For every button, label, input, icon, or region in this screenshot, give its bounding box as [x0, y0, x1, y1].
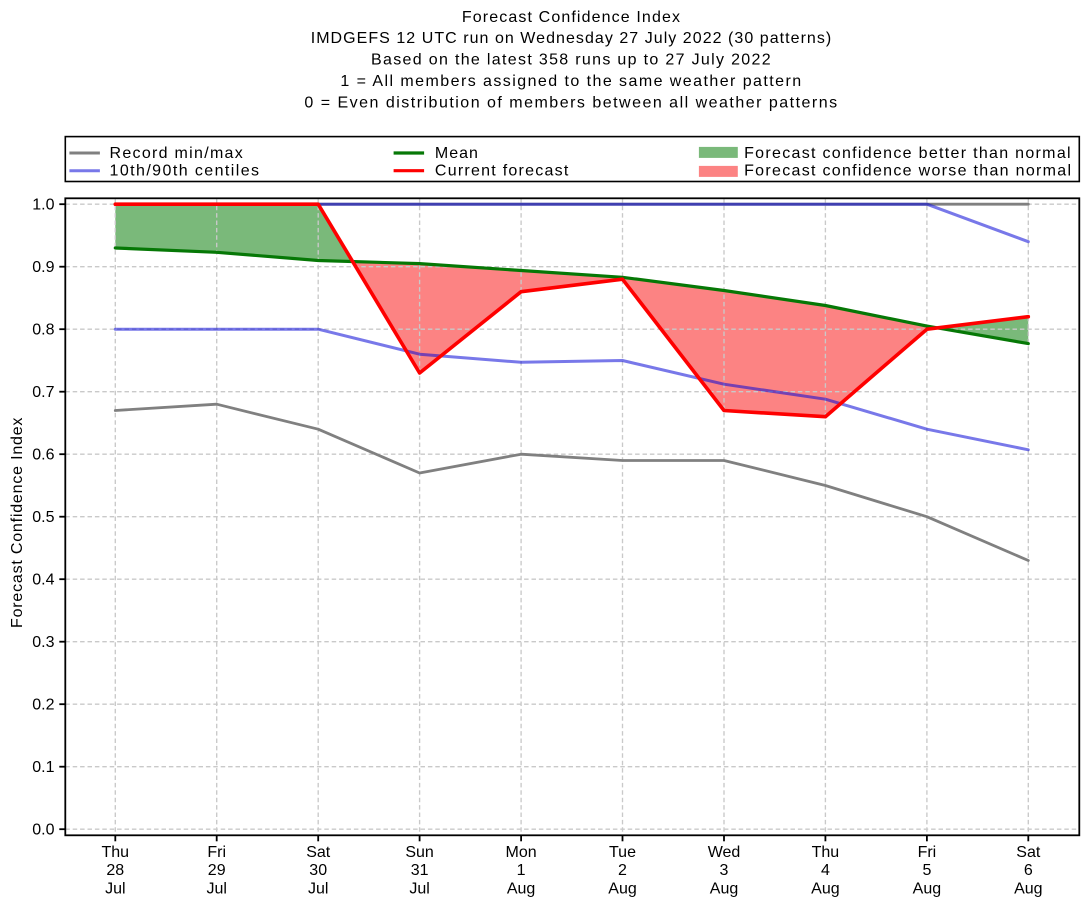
- svg-text:Sun: Sun: [405, 844, 433, 861]
- svg-text:Record min/max: Record min/max: [110, 145, 245, 162]
- svg-text:Forecast Confidence Index: Forecast Confidence Index: [9, 417, 26, 628]
- svg-text:Tue: Tue: [609, 844, 636, 861]
- svg-text:Jul: Jul: [206, 880, 226, 897]
- svg-text:1 = All members assigned to th: 1 = All members assigned to the same wea…: [340, 73, 802, 90]
- svg-text:Jul: Jul: [308, 880, 328, 897]
- svg-text:Sat: Sat: [1016, 844, 1041, 861]
- svg-text:1.0: 1.0: [32, 197, 54, 214]
- svg-text:0.5: 0.5: [32, 509, 54, 526]
- svg-text:0 = Even distribution of membe: 0 = Even distribution of members between…: [304, 94, 838, 111]
- svg-text:5: 5: [922, 862, 931, 879]
- svg-text:Forecast confidence worse than: Forecast confidence worse than normal: [744, 163, 1072, 180]
- svg-text:0.8: 0.8: [32, 322, 54, 339]
- svg-text:Wed: Wed: [708, 844, 741, 861]
- svg-text:Aug: Aug: [608, 880, 636, 897]
- svg-text:29: 29: [208, 862, 226, 879]
- svg-text:1: 1: [517, 862, 526, 879]
- svg-text:Aug: Aug: [1014, 880, 1042, 897]
- svg-text:Aug: Aug: [507, 880, 535, 897]
- svg-text:Aug: Aug: [710, 880, 738, 897]
- svg-text:Forecast confidence better tha: Forecast confidence better than normal: [744, 145, 1072, 162]
- svg-text:Sat: Sat: [306, 844, 331, 861]
- svg-text:6: 6: [1024, 862, 1033, 879]
- svg-text:Aug: Aug: [811, 880, 839, 897]
- svg-text:Thu: Thu: [812, 844, 840, 861]
- svg-text:Fri: Fri: [207, 844, 226, 861]
- svg-text:Jul: Jul: [105, 880, 125, 897]
- svg-text:4: 4: [821, 862, 830, 879]
- svg-text:Based on the latest 358 runs u: Based on the latest 358 runs up to 27 Ju…: [371, 52, 772, 69]
- svg-text:Forecast Confidence Index: Forecast Confidence Index: [462, 9, 681, 26]
- svg-text:Aug: Aug: [913, 880, 941, 897]
- svg-text:28: 28: [106, 862, 124, 879]
- svg-text:IMDGEFS 12 UTC run on Wednesda: IMDGEFS 12 UTC run on Wednesday 27 July …: [311, 30, 833, 47]
- svg-text:0.6: 0.6: [32, 447, 54, 464]
- svg-text:30: 30: [309, 862, 327, 879]
- svg-text:Current forecast: Current forecast: [435, 163, 570, 180]
- svg-text:Jul: Jul: [409, 880, 429, 897]
- svg-text:Fri: Fri: [918, 844, 937, 861]
- svg-text:0.4: 0.4: [32, 572, 54, 589]
- svg-text:Thu: Thu: [102, 844, 130, 861]
- svg-text:31: 31: [411, 862, 429, 879]
- svg-text:0.1: 0.1: [32, 759, 54, 776]
- svg-text:0.0: 0.0: [32, 822, 54, 839]
- svg-text:3: 3: [720, 862, 729, 879]
- svg-text:10th/90th centiles: 10th/90th centiles: [110, 163, 261, 180]
- svg-text:0.2: 0.2: [32, 697, 54, 714]
- svg-text:Mean: Mean: [435, 145, 479, 162]
- svg-text:0.9: 0.9: [32, 259, 54, 276]
- svg-text:0.3: 0.3: [32, 634, 54, 651]
- svg-text:0.7: 0.7: [32, 384, 54, 401]
- svg-text:2: 2: [618, 862, 627, 879]
- svg-text:Mon: Mon: [506, 844, 537, 861]
